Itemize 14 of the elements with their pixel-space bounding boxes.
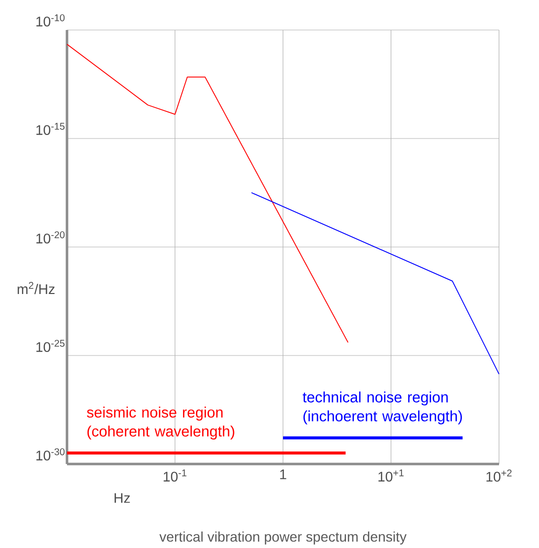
y-tick-label: 10$^{-20}$ xyxy=(36,231,65,244)
x-tick-label: 1 xyxy=(280,470,286,480)
x-tick-label: 10$^{-1}$ xyxy=(164,470,186,482)
y-tick-label: 10$^{-10}$ xyxy=(36,14,65,26)
series-label: technical noise region (inchoerent wavelength) xyxy=(302,392,462,424)
y-axis-title: m$^{2}$/Hz xyxy=(18,282,55,294)
x-axis-title: Hz xyxy=(114,493,130,503)
y-tick-label: 10$^{-30}$ xyxy=(36,448,65,460)
text: vertical vibration power spectum density xyxy=(159,531,407,544)
y-tick-label: 10$^{-15}$ xyxy=(36,122,65,135)
series-label: seismic noise region (coherent wavelength) xyxy=(86,406,234,440)
x-tick-label: 10$^{+1}$ xyxy=(378,470,404,482)
x-tick-label: 10$^{+2}$ xyxy=(486,470,512,482)
y-tick-label: 10$^{-25}$ xyxy=(36,340,65,352)
